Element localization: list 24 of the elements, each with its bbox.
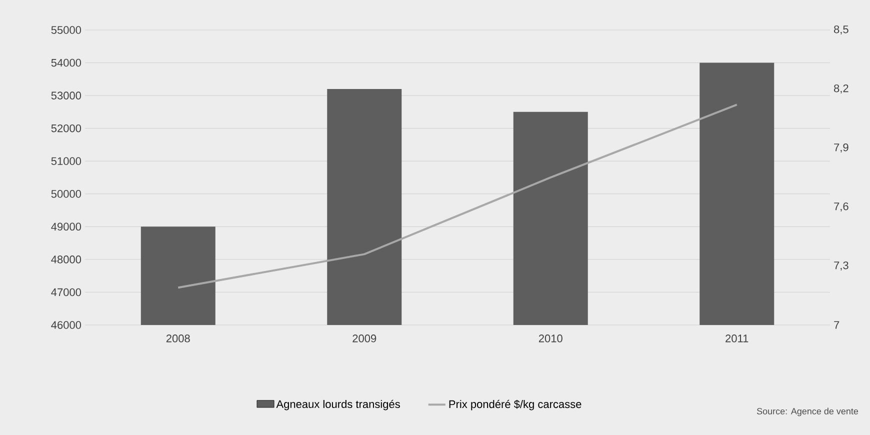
y-tick-label: 48000 (51, 256, 82, 264)
y-tick-label: 47000 (51, 288, 82, 296)
y-tick-label: 52000 (51, 124, 82, 132)
x-tick-label: 2009 (352, 334, 376, 342)
y-tick-label: 46000 (51, 321, 82, 329)
x-tick-label: 2010 (538, 334, 562, 342)
line-series (177, 104, 738, 289)
x-tick-label: 2011 (726, 334, 748, 342)
y-tick-label: 49000 (51, 222, 82, 231)
x-tick-label: 2008 (166, 334, 190, 342)
y-tick-label: 53000 (51, 92, 82, 100)
legend-label: Prix pondéré $/kg carcasse (449, 400, 582, 410)
y-tick-label: 50000 (51, 190, 82, 198)
legend-label: Agneaux lourds transigés (276, 400, 400, 410)
y2-tick-label: 7,3 (834, 261, 848, 271)
y-tick-label: 54000 (51, 58, 82, 67)
y2-tick-label: 7 (834, 321, 840, 329)
y-tick-label: 55000 (51, 26, 82, 34)
y2-tick-label: 8,5 (834, 25, 848, 35)
y-tick-label: 51000 (51, 157, 82, 165)
y2-tick-label: 7,9 (834, 143, 848, 153)
y2-tick-label: 7,6 (834, 202, 848, 212)
source-note: Source: Agence de vente (756, 408, 858, 416)
y2-tick-label: 8,2 (834, 84, 848, 94)
